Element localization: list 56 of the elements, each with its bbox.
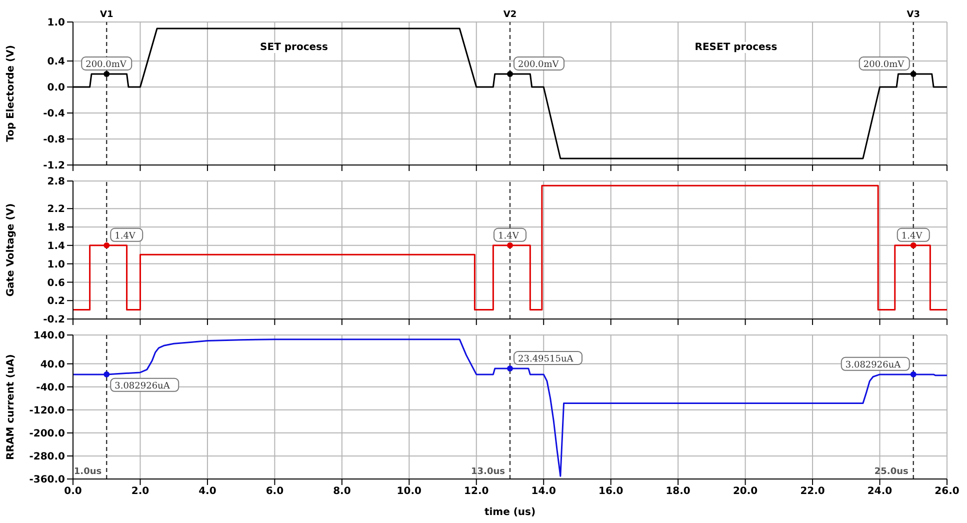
x-tick-label: 4.0 (198, 486, 216, 498)
y-tick-label: 40.0 (40, 359, 66, 370)
y-tick-label: -40.0 (36, 382, 66, 394)
y-tick-label: 0.2 (47, 296, 66, 308)
x-tick-label: 8.0 (333, 486, 351, 498)
y-tick-label: 2.2 (47, 204, 66, 216)
y-axis-title: Top Electorde (V) (6, 45, 17, 142)
y-tick-label: 0.4 (47, 56, 66, 68)
y-tick-label: 2.8 (47, 176, 66, 188)
ref-line-label: 13.0us (471, 467, 505, 477)
y-tick-label: -280.0 (29, 452, 66, 463)
ref-line-label: V3 (906, 10, 920, 20)
annotation: 200.0mV (86, 60, 127, 70)
ref-line-label: V2 (503, 10, 517, 20)
x-tick-label: 10.0 (396, 486, 422, 498)
y-axis-title: RRAM current (uA) (6, 354, 17, 460)
x-tick-label: 18.0 (666, 486, 690, 498)
annotation: RESET process (694, 42, 778, 53)
y-tick-label: -120.0 (29, 405, 66, 416)
annotation: 1.4V (498, 231, 520, 242)
y-tick-label: -0.8 (43, 134, 66, 146)
annotation: 200.0mV (518, 60, 560, 70)
x-tick-label: 6.0 (266, 486, 284, 498)
annotation: 1.4V (901, 231, 923, 242)
x-axis-title: time (us) (484, 507, 536, 518)
x-tick-label: 16.0 (598, 486, 624, 498)
x-tick-label: 2.0 (131, 486, 150, 498)
x-tick-label: 26.0 (934, 486, 960, 498)
x-tick-label: 0.0 (64, 486, 82, 498)
y-tick-label: -360.0 (29, 474, 66, 486)
y-tick-label: 1.4 (47, 240, 66, 252)
y-tick-label: 0.6 (47, 278, 66, 289)
y-axis-title: Gate Voltage (V) (6, 203, 17, 297)
y-tick-label: 1.0 (47, 18, 66, 29)
y-tick-label: 1.0 (47, 259, 66, 270)
annotation: 1.4V (114, 231, 136, 242)
x-tick-label: 20.0 (732, 486, 758, 498)
y-tick-label: 140.0 (33, 330, 66, 342)
x-tick-label: 22.0 (800, 486, 825, 498)
ref-line-label: 1.0us (74, 467, 102, 477)
ref-line-label: V1 (100, 10, 114, 20)
annotation: 3.082926uA (845, 360, 902, 370)
x-tick-label: 24.0 (867, 486, 892, 498)
y-tick-label: 0.0 (47, 82, 66, 94)
annotation: SET process (260, 42, 328, 53)
annotation: 23.49515uA (518, 354, 574, 365)
x-tick-label: 14.0 (531, 486, 556, 498)
x-tick-label: 12.0 (464, 486, 489, 498)
annotation: 200.0mV (863, 60, 905, 70)
ref-line-label: 25.0us (874, 467, 908, 477)
y-tick-label: 1.8 (47, 222, 66, 234)
y-tick-label: -0.4 (43, 108, 66, 120)
y-tick-label: -0.2 (43, 314, 66, 326)
annotation: 3.082926uA (114, 381, 170, 392)
y-tick-label: -1.2 (43, 160, 66, 172)
y-tick-label: -200.0 (29, 428, 66, 440)
